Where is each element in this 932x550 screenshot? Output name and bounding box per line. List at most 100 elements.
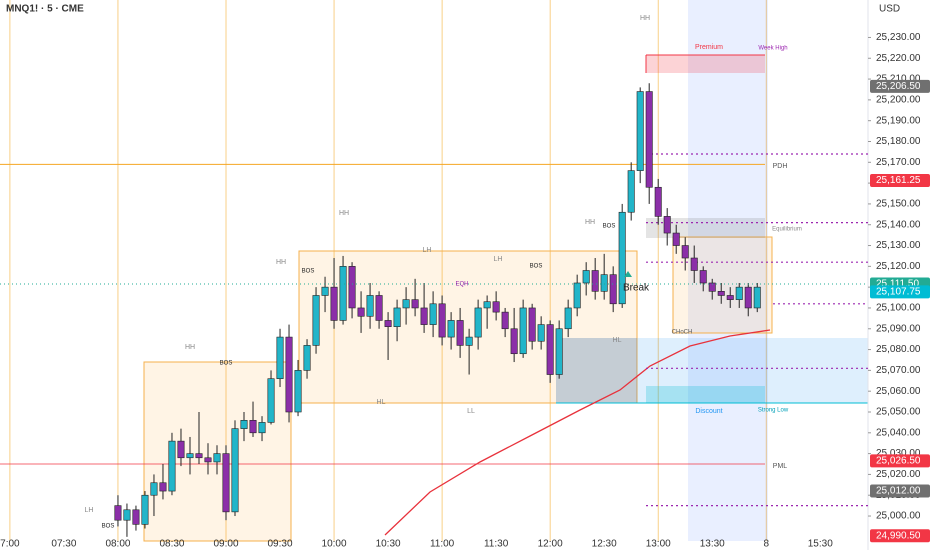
annotation: LH (423, 247, 432, 254)
candle-body (321, 286, 329, 296)
price-badge (870, 529, 930, 543)
candle-body (681, 245, 689, 259)
annotation: BOS (530, 264, 543, 270)
annotation: PML (773, 463, 788, 470)
candle-body (492, 301, 500, 313)
candle-body (168, 440, 176, 492)
candle-body (528, 307, 536, 342)
candle-body (564, 307, 572, 330)
annotation: Strong Low (758, 408, 789, 414)
y-tick-label: 25,130.00 (876, 240, 921, 251)
y-tick-label: 25,200.00 (876, 95, 921, 106)
candle-body (618, 211, 626, 305)
annotation: HH (585, 219, 595, 226)
x-tick-label: 7:00 (0, 539, 20, 550)
candle-body (744, 286, 752, 309)
candle-body (420, 307, 428, 325)
annotation: Break (623, 283, 650, 294)
candle-body (249, 420, 257, 434)
candle-body (726, 295, 734, 300)
x-tick-label: 09:30 (268, 539, 293, 550)
y-tick-label: 25,140.00 (876, 219, 921, 230)
candle-body (258, 422, 266, 434)
y-tick-label: 25,220.00 (876, 53, 921, 64)
price-badge (870, 454, 930, 468)
candle-body (465, 336, 473, 346)
y-tick-label: 25,170.00 (876, 157, 921, 168)
annotation: LH (85, 507, 94, 514)
candle-body (231, 428, 239, 513)
x-tick-label: 12:00 (538, 539, 563, 550)
candle-body (735, 286, 743, 300)
candle-body (213, 453, 221, 463)
price-badge-label: 25,012.00 (876, 486, 921, 497)
y-tick-label: 25,210.00 (876, 74, 921, 85)
candle-body (195, 453, 203, 459)
annotation: CHoCH (672, 330, 693, 336)
break-marker (624, 271, 632, 277)
annotation: LH (494, 256, 503, 263)
y-tick-label: 25,100.00 (876, 303, 921, 314)
x-tick-label: 12:30 (592, 539, 617, 550)
price-badge-label: 25,206.50 (876, 81, 921, 92)
candle-body (519, 307, 527, 355)
candle-body (339, 266, 347, 321)
candle-body (375, 295, 383, 321)
price-badge (870, 484, 930, 498)
candle-body (672, 232, 680, 246)
candle-body (699, 270, 707, 284)
annotation: HL (613, 337, 622, 344)
candle-body (294, 370, 302, 413)
x-tick-label: 13:00 (646, 539, 671, 550)
price-badge-label: 25,026.50 (876, 456, 921, 467)
x-tick-label: 11:00 (430, 539, 455, 550)
annotation: Discount (695, 408, 722, 415)
candle-body (204, 457, 212, 463)
candle-body (141, 494, 149, 525)
candle-body (114, 505, 122, 521)
x-tick-label: 15:30 (808, 539, 833, 550)
annotation: HH (276, 259, 286, 266)
candle-body (132, 509, 140, 525)
candle-body (708, 282, 716, 292)
candle-body (276, 336, 284, 380)
annotation: Equilibrium (772, 227, 802, 233)
y-tick-label: 25,050.00 (876, 407, 921, 418)
candle-body (285, 336, 293, 413)
candle-body (537, 324, 545, 342)
y-tick-label: 25,080.00 (876, 344, 921, 355)
candle-body (267, 378, 275, 423)
candle-body (582, 270, 590, 284)
candle-body (312, 295, 320, 346)
price-badge (870, 79, 930, 93)
x-tick-label: 8 (763, 539, 769, 550)
candle-body (357, 307, 365, 317)
zone (556, 338, 637, 403)
candle-body (348, 266, 356, 309)
annotation: BOS (102, 524, 115, 530)
x-tick-label: 11:30 (484, 539, 509, 550)
price-badge-label: 24,990.50 (876, 530, 921, 541)
candle-body (330, 286, 338, 321)
annotation: PDH (773, 163, 788, 170)
y-tick-label: 25,020.00 (876, 469, 921, 480)
candle-body (150, 482, 158, 496)
candle-body (429, 303, 437, 325)
candle-body (600, 274, 608, 292)
candle-body (222, 453, 230, 513)
x-tick-label: 08:30 (159, 539, 184, 550)
strong-low-zone (646, 386, 765, 403)
y-tick-label: 25,060.00 (876, 386, 921, 397)
x-tick-label: 07:30 (51, 539, 76, 550)
candle-body (546, 324, 554, 375)
candle-body (123, 509, 131, 521)
candle-body (555, 328, 563, 375)
premium-zone (646, 55, 765, 73)
candle-body (186, 453, 194, 459)
annotation: EQH (455, 282, 468, 288)
candle-body (438, 303, 446, 338)
annotation: HH (640, 15, 650, 22)
y-tick-label: 25,150.00 (876, 199, 921, 210)
candle-body (474, 307, 482, 338)
